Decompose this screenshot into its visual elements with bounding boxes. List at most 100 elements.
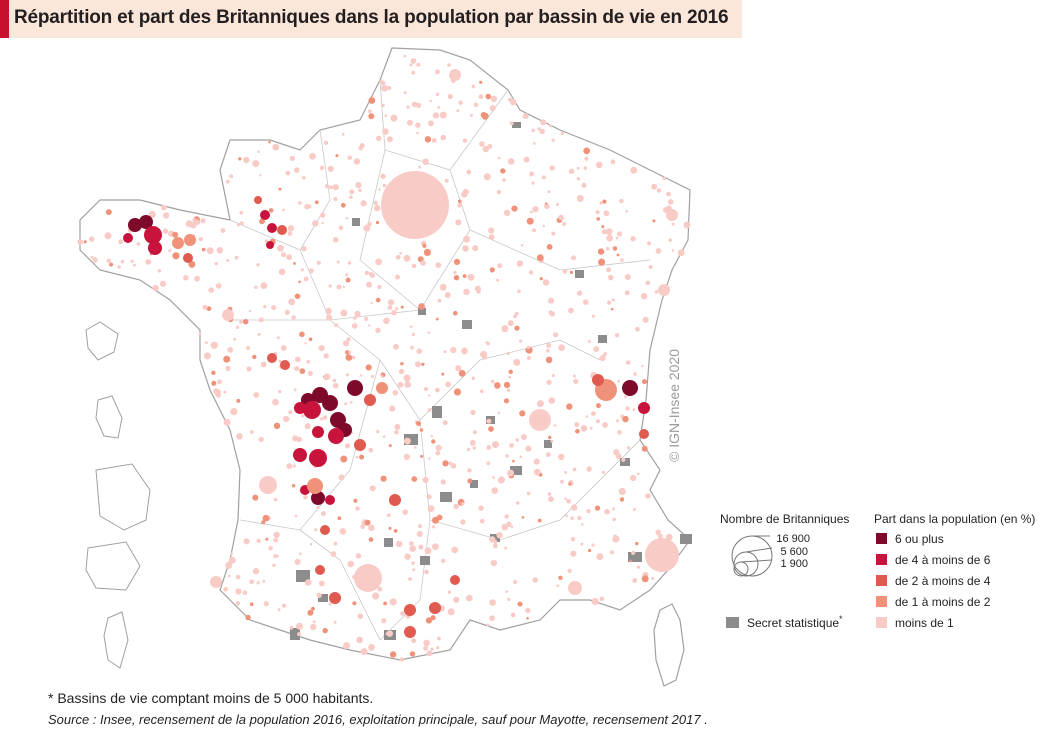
bassin-dot: [435, 92, 440, 97]
bassin-dot: [278, 389, 282, 394]
bassin-dot: [291, 484, 296, 488]
bassin-dot: [455, 365, 462, 372]
bassin-dot: [368, 97, 376, 104]
bassin-dot: [496, 278, 500, 282]
bassin-dot: [215, 283, 222, 289]
bassin-dot: [360, 648, 368, 656]
bassin-dot: [253, 392, 260, 398]
bassin-dot: [645, 493, 651, 499]
bassin-dot: [352, 601, 357, 606]
bassin-dot: [327, 165, 334, 172]
bassin-dot: [354, 439, 366, 451]
bassin-dot: [242, 590, 248, 595]
bassin-dot: [568, 581, 582, 595]
bassin-dot: [128, 218, 142, 232]
bassin-dot: [398, 368, 405, 375]
bassin-dot: [568, 482, 572, 486]
bassin-dot: [602, 422, 608, 428]
bassin-dot: [256, 581, 260, 585]
bassin-dot: [420, 260, 426, 266]
bassin-dot: [307, 204, 312, 209]
bassin-dot: [641, 445, 648, 452]
bassin-dot: [254, 285, 258, 289]
bassin-dot: [293, 262, 296, 265]
bassin-dot: [90, 255, 94, 259]
bassin-dot: [308, 337, 313, 342]
bassin-dot: [288, 298, 296, 306]
bassin-dot: [376, 430, 380, 434]
bassin-dot: [526, 345, 531, 350]
bassin-dot: [304, 342, 307, 345]
bassin-dot: [519, 339, 523, 343]
bassin-dot: [667, 199, 674, 205]
bassin-dot: [294, 514, 298, 518]
bassin-dot: [581, 182, 587, 188]
bassin-dot: [441, 372, 445, 376]
bassin-dot: [636, 565, 641, 569]
bassin-dot: [469, 439, 476, 446]
bassin-dot: [258, 317, 264, 323]
bassin-dot: [332, 184, 339, 191]
bassin-dot: [486, 418, 492, 424]
bassin-dot: [515, 438, 520, 442]
bassin-dot: [314, 200, 319, 205]
source-note: Source : Insee, recensement de la popula…: [48, 712, 708, 727]
bassin-dot: [409, 545, 417, 552]
bassin-dot: [328, 428, 344, 444]
bassin-dot: [540, 119, 547, 126]
bassin-dot: [214, 389, 222, 396]
bassin-dot: [492, 476, 495, 479]
bassin-dot: [525, 445, 532, 452]
bassin-dot: [400, 362, 404, 366]
bassin-dot: [358, 145, 363, 151]
bassin-dot: [630, 474, 637, 482]
bassin-dot: [301, 245, 307, 252]
bassin-dot: [148, 210, 156, 219]
bassin-dot: [624, 395, 627, 399]
bassin-dot: [630, 166, 638, 174]
bassin-dot: [612, 507, 616, 511]
bassin-dot: [223, 355, 231, 363]
bassin-dot: [566, 498, 571, 504]
bassin-dot: [316, 505, 320, 509]
bassin-dot: [529, 171, 535, 177]
bassin-dot: [601, 225, 605, 229]
bassin-dot: [342, 340, 350, 347]
bassin-dot: [447, 608, 455, 616]
bassin-dot: [596, 217, 600, 221]
bassin-dot: [569, 270, 574, 274]
bassin-dot: [356, 636, 363, 644]
bassin-dot: [439, 111, 447, 119]
bassin-dot: [204, 341, 208, 345]
bassin-dot: [570, 550, 577, 557]
bassin-dot: [307, 609, 314, 616]
bassin-dot: [472, 245, 479, 252]
bassin-dot: [133, 263, 136, 267]
bassin-dot: [426, 650, 433, 657]
bassin-dot: [409, 63, 413, 67]
bassin-dot: [595, 210, 600, 215]
bassin-dot: [489, 615, 495, 622]
bassin-dot: [480, 389, 484, 394]
bassin-dot: [386, 136, 393, 143]
bassin-dot: [293, 448, 307, 462]
bassin-dot: [358, 188, 362, 192]
bassin-dot: [203, 352, 211, 360]
bassin-dot: [625, 406, 630, 411]
legend-swatch-2: [876, 554, 887, 565]
bassin-dot: [389, 405, 396, 412]
bassin-dot: [406, 105, 410, 109]
bassin-dot: [548, 496, 554, 503]
bassin-dot: [266, 241, 274, 249]
bassin-dot: [443, 350, 447, 354]
bassin-dot: [671, 222, 675, 226]
bassin-dot: [601, 229, 607, 235]
bassin-dot: [633, 508, 637, 511]
bassin-dot: [307, 370, 313, 376]
bassin-dot: [312, 426, 324, 438]
bassin-dot: [655, 248, 662, 254]
bassin-dot: [526, 217, 534, 225]
bassin-dot: [501, 523, 509, 531]
bassin-dot: [395, 274, 400, 280]
bassin-dot: [355, 506, 360, 511]
